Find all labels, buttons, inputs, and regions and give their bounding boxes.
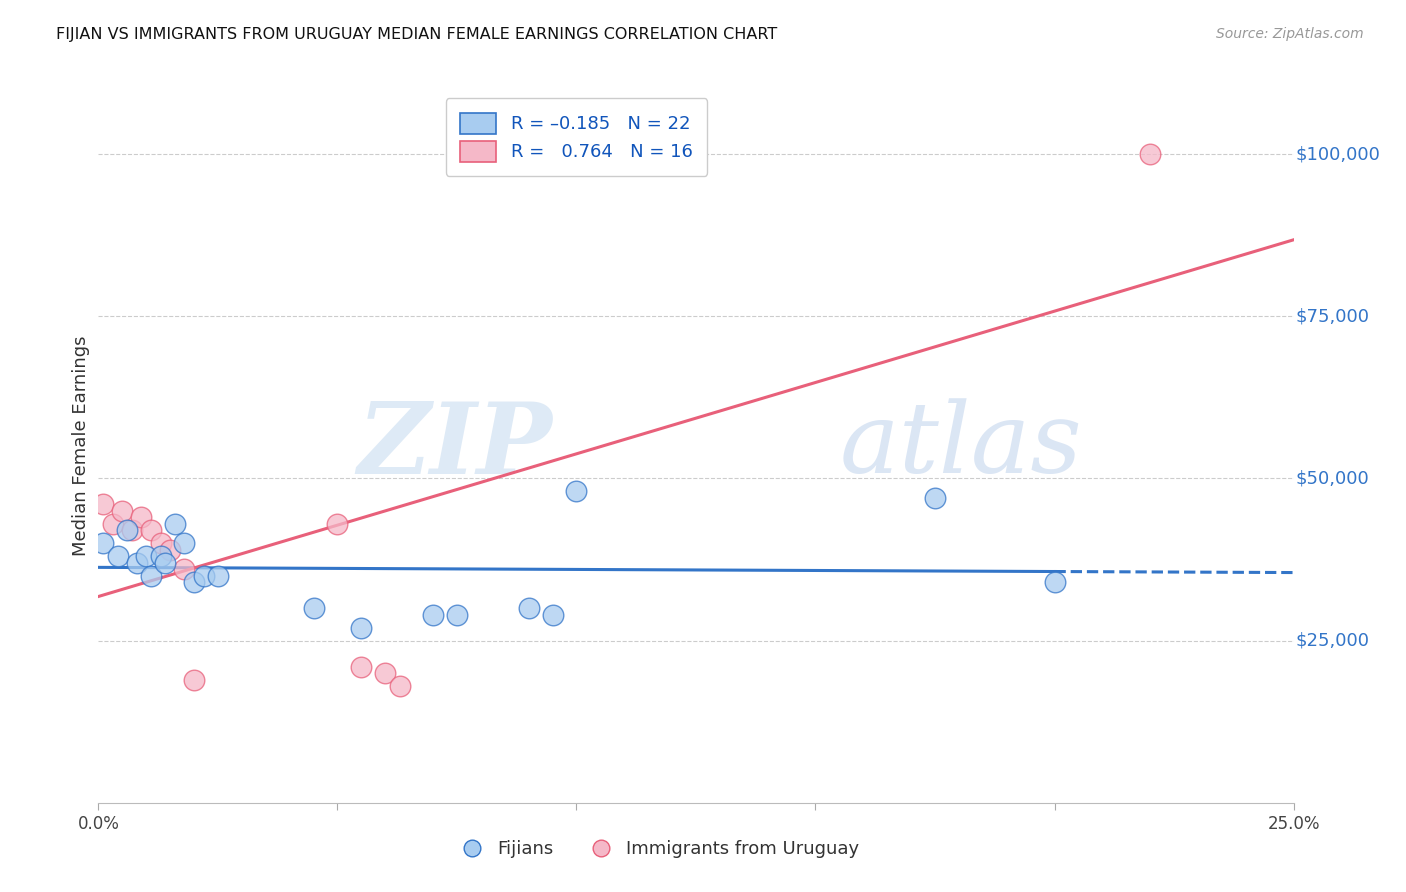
Point: [350, 659, 373, 673]
Point: [541, 607, 564, 622]
Text: $50,000: $50,000: [1296, 469, 1369, 487]
Point: [446, 607, 468, 622]
Point: [163, 516, 186, 531]
Text: $100,000: $100,000: [1296, 145, 1381, 163]
Point: [326, 516, 349, 531]
Point: [183, 673, 205, 687]
Text: ZIP: ZIP: [357, 398, 553, 494]
Point: [173, 562, 195, 576]
Text: FIJIAN VS IMMIGRANTS FROM URUGUAY MEDIAN FEMALE EARNINGS CORRELATION CHART: FIJIAN VS IMMIGRANTS FROM URUGUAY MEDIAN…: [56, 27, 778, 42]
Point: [135, 549, 157, 564]
Point: [159, 542, 181, 557]
Point: [91, 497, 114, 511]
Point: [125, 556, 148, 570]
Text: Source: ZipAtlas.com: Source: ZipAtlas.com: [1216, 27, 1364, 41]
Point: [374, 666, 396, 681]
Point: [173, 536, 195, 550]
Point: [149, 536, 172, 550]
Point: [107, 549, 129, 564]
Point: [121, 524, 143, 538]
Point: [924, 491, 946, 505]
Y-axis label: Median Female Earnings: Median Female Earnings: [72, 335, 90, 557]
Point: [517, 601, 540, 615]
Point: [115, 524, 138, 538]
Text: $25,000: $25,000: [1296, 632, 1369, 649]
Point: [565, 484, 588, 499]
Point: [91, 536, 114, 550]
Point: [422, 607, 444, 622]
Point: [101, 516, 124, 531]
Point: [207, 568, 229, 582]
Text: atlas: atlas: [839, 399, 1083, 493]
Point: [1139, 147, 1161, 161]
Point: [149, 549, 172, 564]
Legend: Fijians, Immigrants from Uruguay: Fijians, Immigrants from Uruguay: [454, 833, 866, 865]
Point: [350, 621, 373, 635]
Point: [302, 601, 325, 615]
Point: [111, 504, 134, 518]
Point: [139, 524, 162, 538]
Point: [1043, 575, 1066, 590]
Point: [183, 575, 205, 590]
Point: [388, 679, 411, 693]
Point: [193, 568, 215, 582]
Point: [131, 510, 153, 524]
Point: [155, 556, 177, 570]
Text: $75,000: $75,000: [1296, 307, 1369, 326]
Point: [139, 568, 162, 582]
